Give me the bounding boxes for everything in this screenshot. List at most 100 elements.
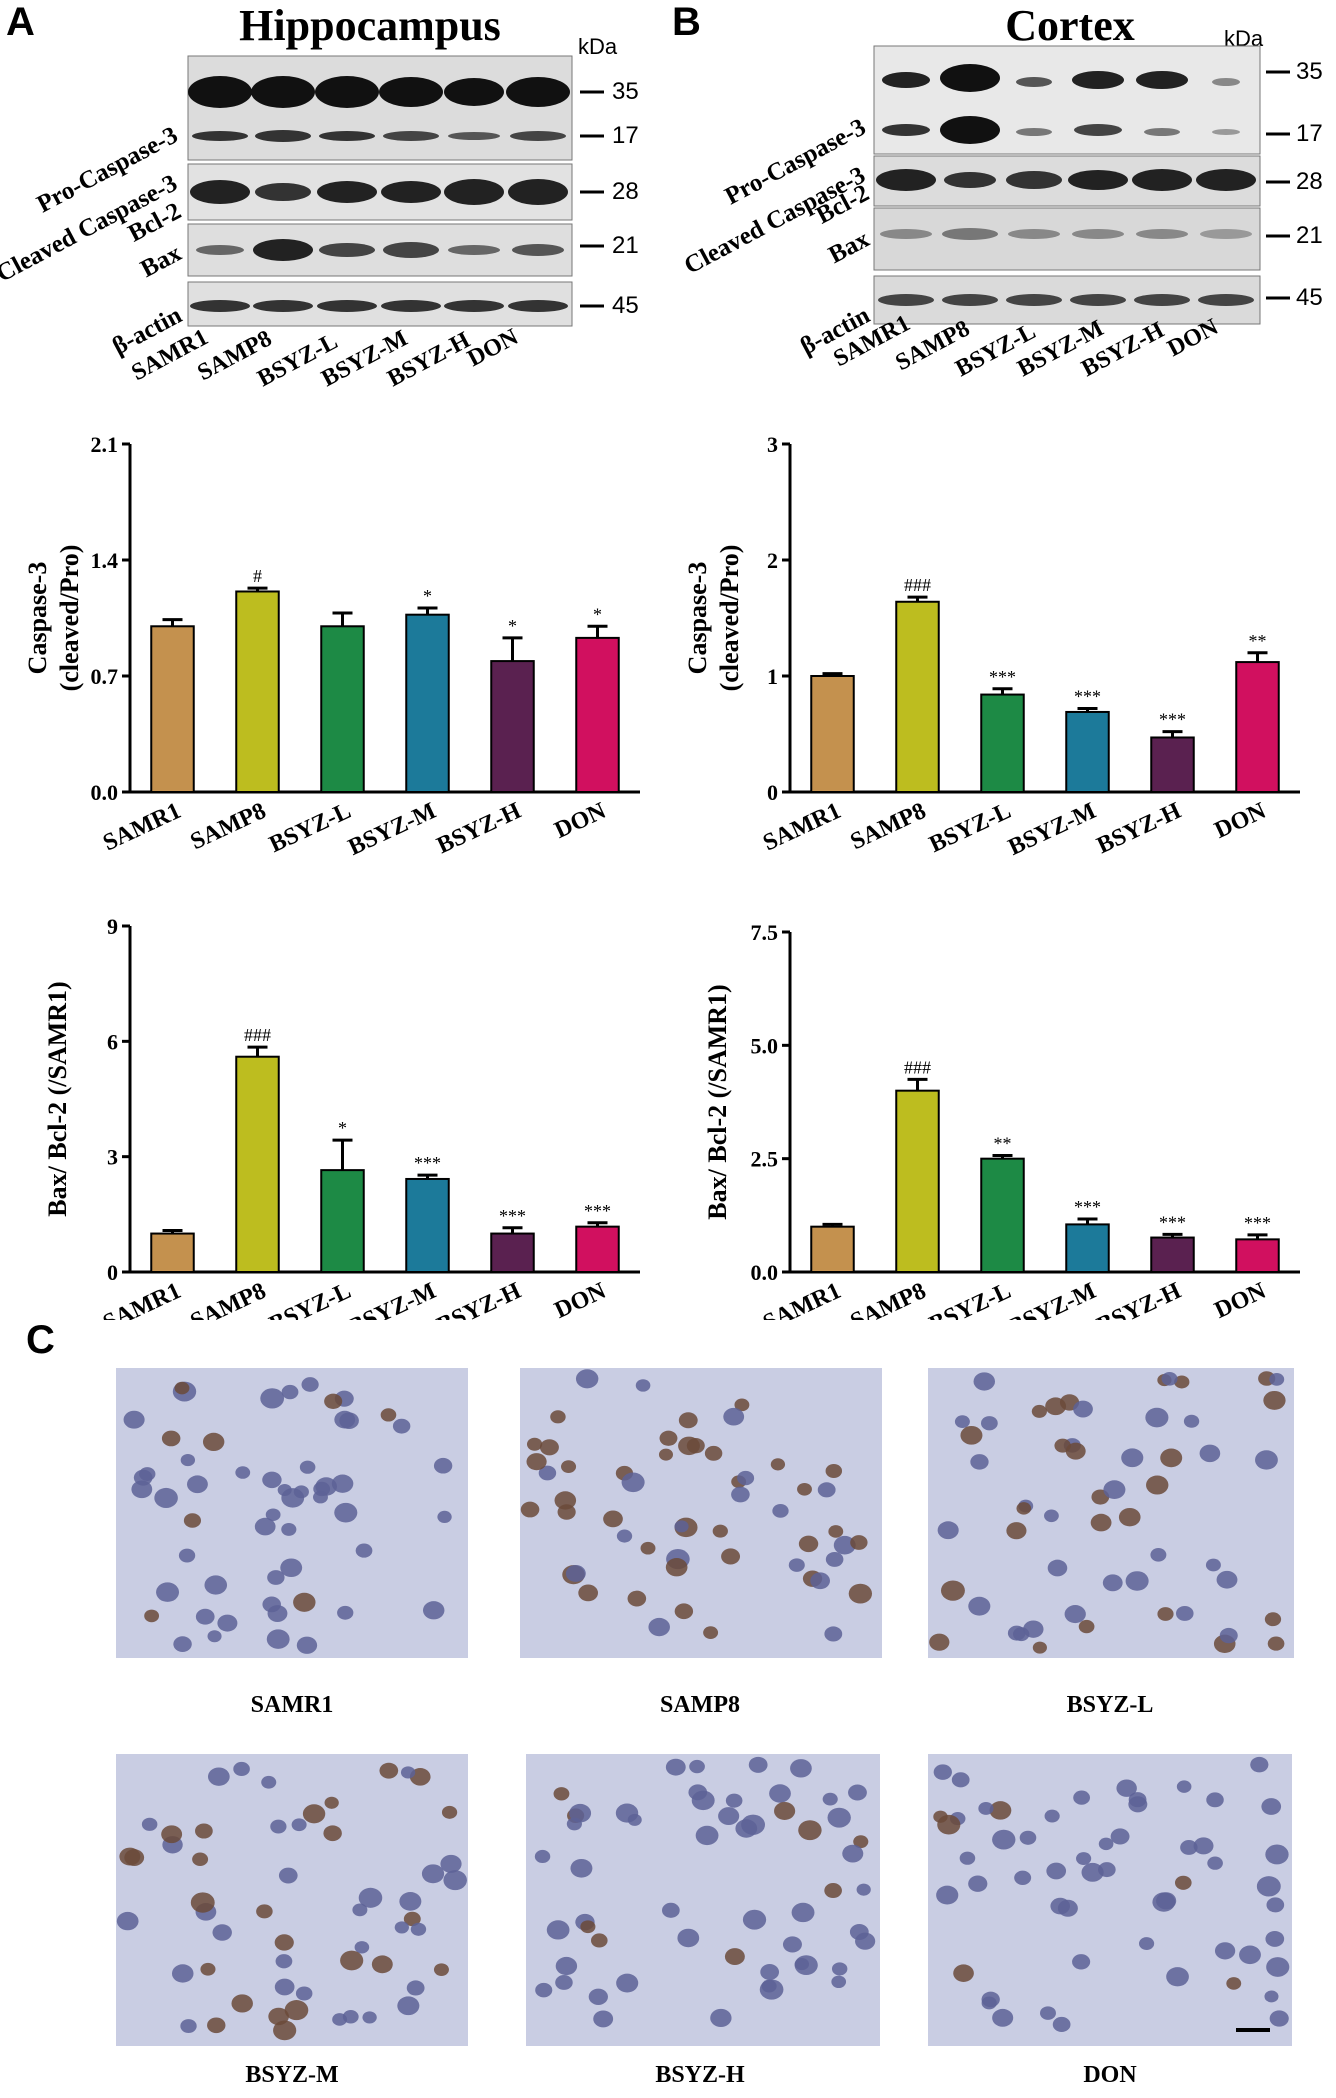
ihc-nucleus: [270, 1819, 287, 1834]
ihc-nucleus: [190, 1892, 215, 1913]
y-axis-label-line: Bax/ Bcl-2 (/SAMR1): [43, 981, 72, 1216]
ihc-nucleus: [546, 1920, 570, 1940]
ihc-nucleus: [1103, 1480, 1126, 1500]
ihc-nucleus: [1098, 1862, 1116, 1878]
ihc-nucleus: [266, 1629, 290, 1649]
ihc-nucleus: [712, 1524, 728, 1538]
ihc-nucleus: [406, 1980, 425, 1996]
ihc-nucleus: [334, 1502, 358, 1523]
ihc-nucleus: [1183, 1414, 1200, 1428]
ihc-nucleus: [233, 1761, 250, 1777]
ihc-nucleus: [790, 1759, 812, 1778]
ihc-nucleus: [1031, 1404, 1047, 1418]
ihc-nucleus: [659, 1430, 678, 1446]
marker-17: 17: [1296, 120, 1323, 147]
ihc-caption: BSYZ-H: [655, 2062, 745, 2088]
ihc-nucleus: [665, 1558, 688, 1577]
x-tick-label: DON: [1211, 798, 1271, 844]
ihc-nucleus: [1199, 1444, 1221, 1463]
ihc-nucleus: [1023, 1620, 1044, 1638]
ihc-nucleus: [933, 1764, 952, 1780]
ihc-nucleus: [810, 1572, 830, 1590]
ihc-nucleus: [798, 1535, 819, 1553]
ihc-nucleus: [1019, 1830, 1037, 1845]
marker-28: 28: [612, 178, 639, 205]
x-tick-label: BSYZ-H: [433, 1278, 525, 1320]
ihc-nucleus: [1157, 1607, 1174, 1621]
ihc-nucleus: [737, 1470, 755, 1486]
ihc-nucleus: [133, 1469, 153, 1486]
ihc-nucleus: [267, 1570, 285, 1585]
ihc-nucleus: [695, 1825, 719, 1846]
ihc-nucleus: [1044, 1809, 1060, 1823]
x-tick-label: SAMP8: [187, 798, 270, 855]
y-tick-label: 7.5: [751, 920, 779, 945]
ihc-nucleus: [1076, 1852, 1092, 1865]
ihc-nucleus: [260, 1388, 285, 1409]
ihc-nucleus: [293, 1592, 316, 1612]
ihc-nucleus: [421, 1864, 445, 1884]
ihc-nucleus: [953, 1964, 974, 1982]
ihc-nucleus: [824, 1626, 843, 1642]
x-tick-label: SAMR1: [759, 798, 845, 857]
x-tick-label: BSYZ-H: [433, 798, 525, 859]
ihc-nucleus: [192, 1852, 209, 1867]
marker-21: 21: [1296, 222, 1323, 249]
significance-mark: ***: [584, 1201, 611, 1221]
ihc-nucleus: [1045, 1397, 1067, 1416]
x-tick-label: DON: [551, 1278, 611, 1320]
ihc-nucleus: [578, 1584, 599, 1602]
ihc-nucleus: [1065, 1442, 1086, 1460]
ihc-nucleus: [262, 1471, 282, 1489]
ihc-nucleus: [212, 1924, 232, 1941]
ihc-nucleus: [703, 1626, 719, 1639]
ihc-nucleus: [302, 1804, 326, 1824]
panel-letter-c: C: [26, 1318, 55, 1362]
ihc-nucleus: [734, 1398, 750, 1412]
ihc-nucleus: [538, 1465, 557, 1481]
ihc-nucleus: [615, 1803, 639, 1823]
x-tick-label: SAMP8: [847, 1278, 930, 1320]
ihc-nucleus: [281, 1384, 299, 1400]
y-axis-label: Caspase-3 (cleaved/Pro): [683, 545, 744, 692]
ihc-nucleus: [535, 1982, 553, 1998]
ihc-nucleus: [208, 1767, 230, 1786]
ihc-nucleus: [180, 2019, 197, 2034]
ihc-nucleus: [1150, 1548, 1167, 1562]
ihc-nucleus: [856, 1883, 871, 1896]
ihc-caption: BSYZ-M: [245, 2062, 339, 2088]
y-tick-label: 0.0: [751, 1260, 779, 1285]
ihc-nucleus: [274, 1934, 294, 1951]
ihc-nucleus: [1156, 1892, 1177, 1910]
significance-mark: ***: [499, 1206, 526, 1226]
ihc-nucleus: [267, 1605, 288, 1622]
x-tick-label: BSYZ-M: [344, 798, 440, 861]
ihc-nucleus: [352, 1903, 368, 1917]
x-tick-label: BSYZ-L: [265, 1278, 355, 1320]
ihc-nucleus: [131, 1480, 153, 1499]
bar: [895, 600, 940, 793]
ihc-nucleus: [848, 1583, 873, 1604]
ihc-nucleus: [593, 2010, 614, 2028]
bar: [150, 1232, 195, 1273]
x-tick-label: SAMP8: [187, 1278, 270, 1320]
ihc-nucleus: [440, 1854, 462, 1873]
ihc-nucleus: [565, 1565, 586, 1582]
ihc-nucleus: [254, 1517, 276, 1536]
ihc-nucleus: [324, 1796, 339, 1809]
x-tick-label: BSYZ-M: [344, 1278, 440, 1320]
bar: [320, 1169, 365, 1273]
ihc-nucleus: [1264, 1612, 1282, 1627]
ihc-nucleus: [1016, 1502, 1032, 1515]
y-axis-label: Bax/ Bcl-2 (/SAMR1): [43, 981, 72, 1216]
ihc-nucleus: [704, 1445, 723, 1461]
y-tick-label: 6: [107, 1029, 118, 1054]
ihc-nucleus: [1226, 1977, 1242, 1990]
ihc-nucleus: [1139, 1937, 1155, 1951]
ihc-nucleus: [1073, 1790, 1090, 1805]
ihc-nucleus: [1128, 1792, 1147, 1808]
ihc-nucleus: [640, 1541, 656, 1555]
x-tick-label: DON: [551, 798, 611, 844]
ihc-image: [520, 1368, 882, 1658]
ihc-cells: [116, 1369, 1290, 2041]
